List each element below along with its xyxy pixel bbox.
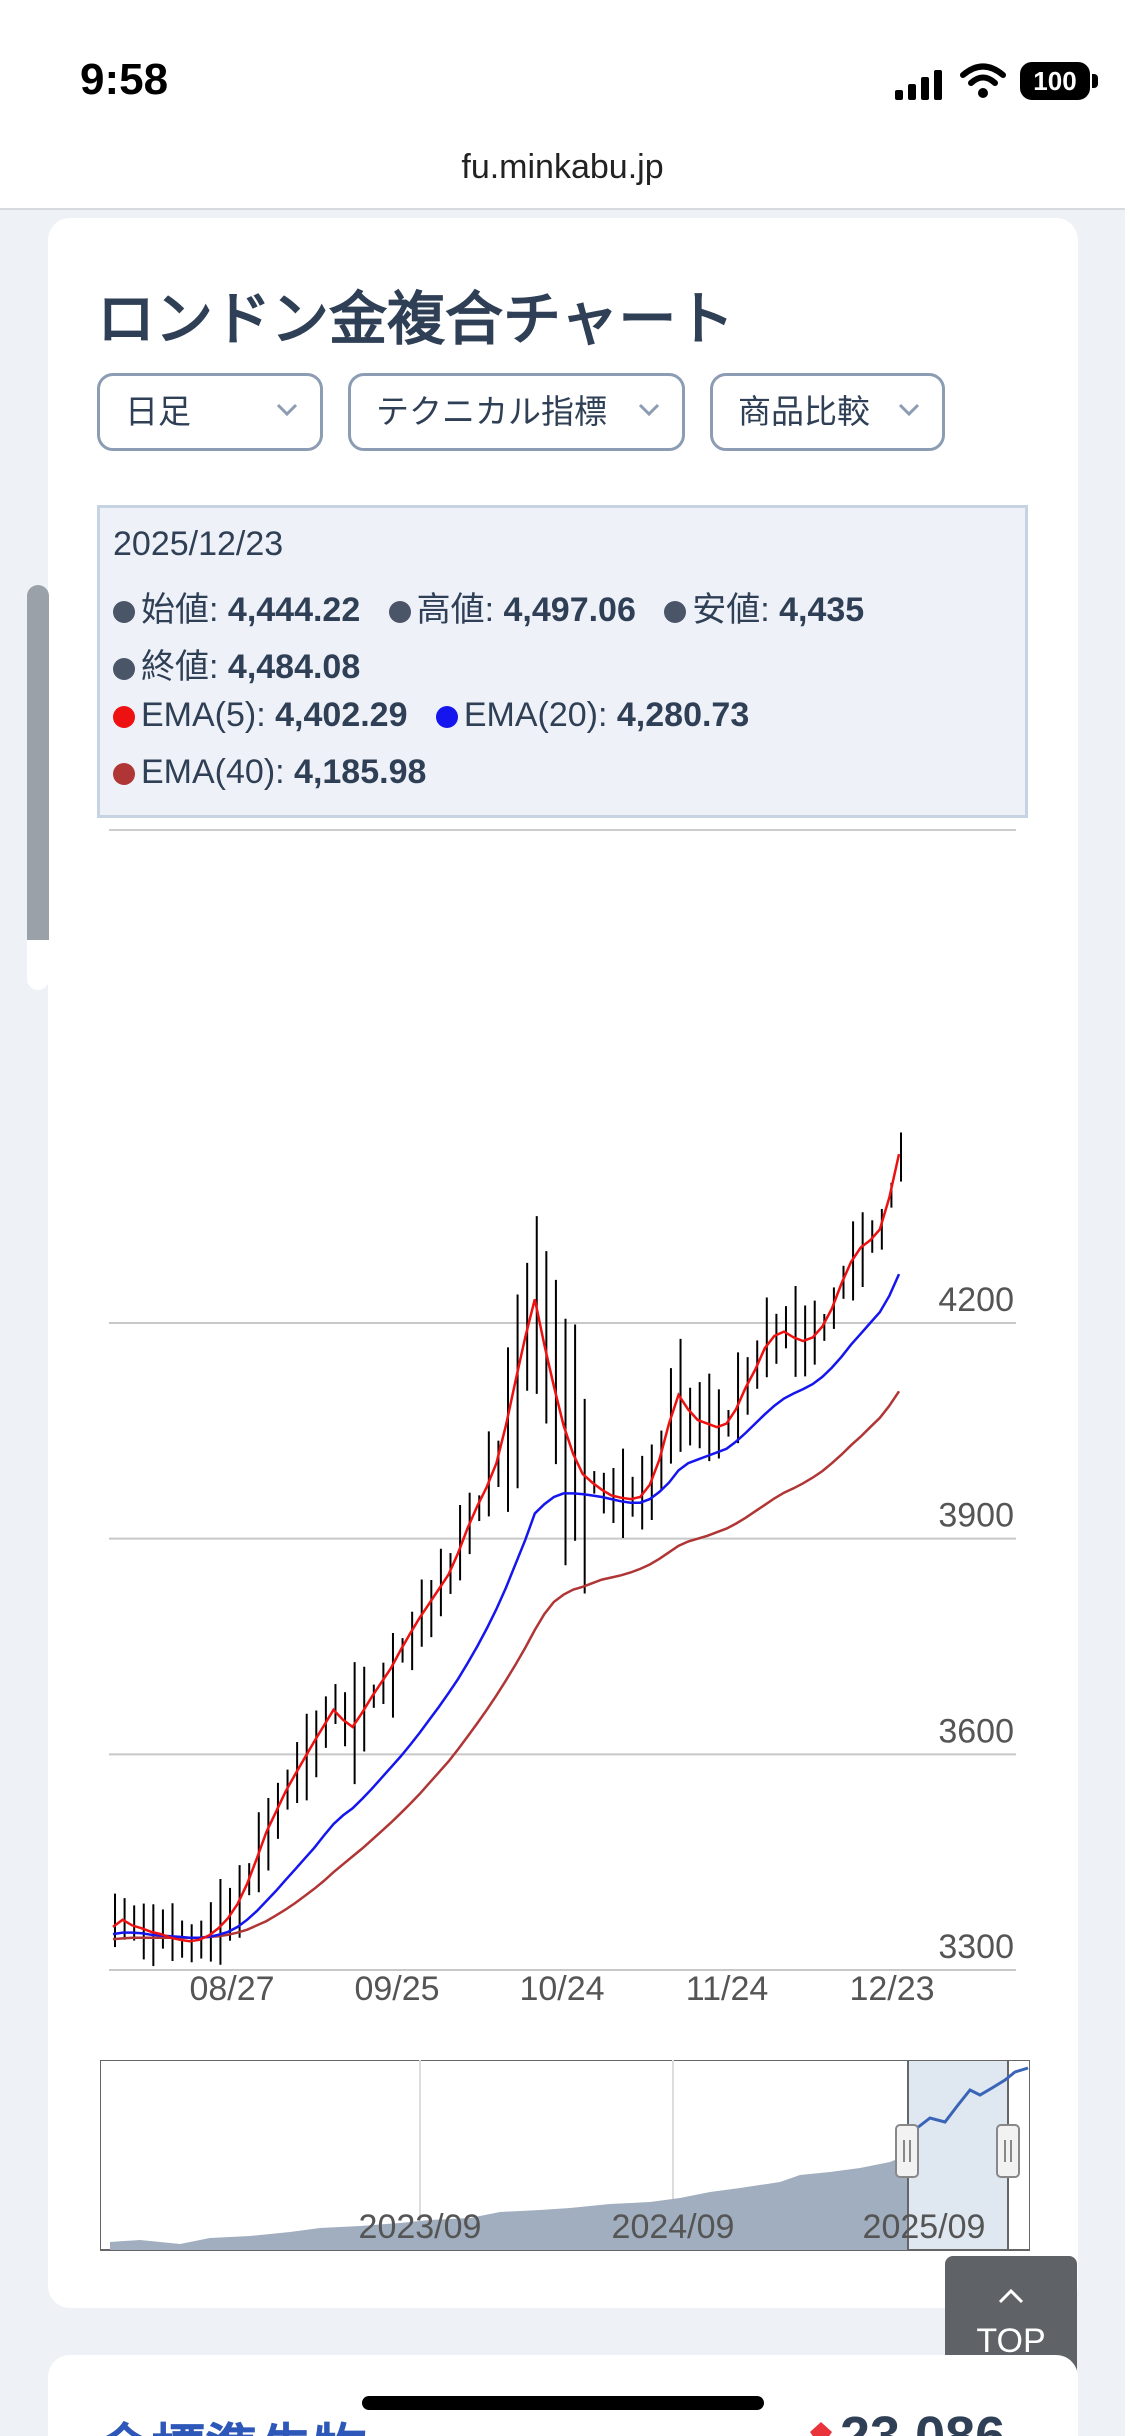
low-label: 安値:	[692, 591, 770, 629]
y-tick-label: 3900	[938, 1497, 1014, 1535]
technical-indicator-dropdown[interactable]: テクニカル指標	[348, 373, 685, 451]
battery-icon: 100	[1020, 62, 1090, 100]
navigator-selection[interactable]	[907, 2060, 1009, 2251]
address-bar-url[interactable]: fu.minkabu.jp	[461, 148, 664, 186]
next-section-title[interactable]: 金標準先物	[97, 2405, 367, 2436]
next-section-card	[48, 2355, 1078, 2436]
x-tick-label: 09/25	[354, 1970, 439, 2005]
range-navigator[interactable]: 2023/09 2024/09 2025/09	[100, 2060, 1030, 2260]
ema5-label: EMA(5):	[141, 696, 266, 734]
home-indicator	[362, 2396, 764, 2410]
x-tick-label: 11/24	[686, 1970, 769, 2005]
low-value: 4,435	[779, 591, 865, 629]
open-value: 4,444.22	[227, 591, 361, 629]
ema40-value: 4,185.98	[294, 753, 427, 791]
navigator-label: 2024/09	[612, 2208, 735, 2246]
ema40-dot	[113, 763, 135, 785]
legend-dot	[388, 601, 411, 623]
wifi-icon	[960, 63, 1006, 98]
y-tick-label: 4200	[938, 1281, 1014, 1319]
high-value: 4,497.06	[503, 591, 636, 629]
signal-icon	[895, 70, 942, 100]
page-title: ロンドン金複合チャート	[97, 287, 735, 352]
x-tick-label: 10/24	[519, 1970, 604, 2005]
navigator-handle-left[interactable]	[895, 2124, 919, 2178]
ema20-label: EMA(20):	[463, 696, 608, 734]
price-info-box: 2025/12/23 始値: 4,444.22 高値: 4,497.06 安値:…	[97, 505, 1028, 818]
info-row-2: 終値: 4,484.08	[113, 639, 360, 688]
period-dropdown[interactable]: 日足	[97, 373, 323, 451]
legend-dot	[113, 658, 135, 680]
legend-dot	[113, 601, 135, 623]
chevron-down-icon	[276, 403, 298, 417]
series-line-ema5	[112, 1153, 901, 1943]
legend-dot	[664, 601, 687, 623]
info-row-4: EMA(40): 4,185.98	[113, 753, 426, 792]
status-time: 9:58	[80, 55, 169, 104]
navigator-line	[907, 2066, 1029, 2137]
chevron-up-icon	[998, 2288, 1024, 2304]
price-chart[interactable]: 4200 3900 3600 3300 08/27 09/25 10/24 11/24 12/…	[97, 825, 1028, 2005]
commodity-compare-dropdown[interactable]: 商品比較	[710, 373, 945, 451]
x-tick-label: 08/27	[189, 1970, 274, 2005]
y-tick-label: 3600	[938, 1712, 1014, 1750]
period-dropdown-label: 日足	[125, 393, 191, 430]
top-button-label: TOP	[976, 2322, 1046, 2360]
scroll-thumb[interactable]	[27, 585, 49, 940]
chevron-down-icon	[898, 403, 920, 417]
commodity-compare-label: 商品比較	[738, 393, 870, 430]
series-line-ema40	[112, 1390, 901, 1941]
ema5-value: 4,402.29	[275, 696, 408, 734]
x-tick-label: 12/23	[849, 1970, 934, 2005]
info-row-1: 始値: 4,444.22 高値: 4,497.06 安値: 4,435	[113, 582, 864, 631]
close-value: 4,484.08	[227, 648, 361, 686]
navigator-area	[110, 2152, 930, 2250]
down-arrow-icon	[810, 2422, 832, 2436]
open-label: 始値:	[141, 591, 219, 629]
navigator-label: 2023/09	[359, 2208, 482, 2246]
ema40-label: EMA(40):	[141, 753, 285, 791]
status-bar	[0, 0, 1125, 210]
chevron-down-icon	[638, 403, 660, 417]
ema5-dot	[113, 706, 135, 728]
y-tick-label: 3300	[938, 1928, 1014, 1966]
navigator-label: 2025/09	[863, 2208, 986, 2246]
close-label: 終値:	[141, 648, 219, 686]
technical-indicator-label: テクニカル指標	[376, 393, 607, 430]
ema20-value: 4,280.73	[616, 696, 750, 734]
info-row-3: EMA(5): 4,402.29 EMA(20): 4,280.73	[113, 696, 749, 735]
info-date: 2025/12/23	[113, 525, 284, 563]
high-label: 高値:	[416, 591, 495, 629]
next-section-value: 23,086	[840, 2406, 1006, 2436]
battery-tip	[1092, 74, 1098, 88]
navigator-handle-right[interactable]	[996, 2124, 1020, 2178]
series-line-ema20	[112, 1273, 901, 1939]
ema20-dot	[435, 706, 458, 728]
